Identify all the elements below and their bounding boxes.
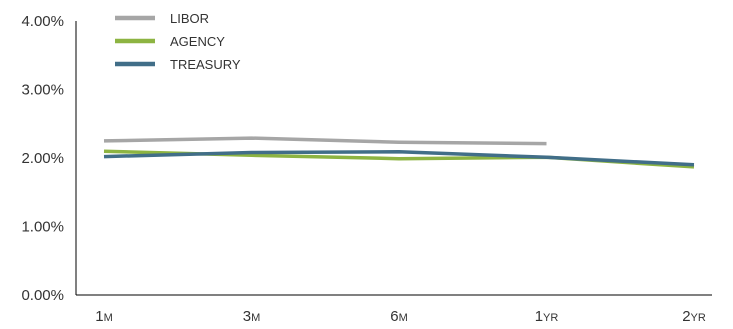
y-tick-label: 1.00% [21, 219, 64, 236]
y-tick-label: 3.00% [21, 82, 64, 99]
series-line-treasury [103, 150, 695, 167]
legend-label-agency: AGENCY [170, 34, 225, 49]
x-tick-label: 6M [390, 308, 408, 325]
legend-label-treasury: TREASURY [170, 57, 241, 72]
x-tick-label: 3M [243, 308, 261, 325]
series-line-libor [103, 136, 547, 146]
y-tick-label: 2.00% [21, 150, 64, 167]
y-tick-label: 4.00% [21, 13, 64, 30]
x-tick-label: 1YR [535, 308, 559, 325]
x-axis-ticks: 1M 3M 6M 1YR 2YR [95, 308, 706, 325]
legend: LIBOR AGENCY TREASURY [115, 11, 241, 72]
axes [75, 21, 712, 296]
x-tick-label: 1M [95, 308, 113, 325]
x-tick-label: 2YR [682, 308, 706, 325]
y-tick-label: 0.00% [21, 287, 64, 304]
series-lines [103, 136, 695, 169]
y-axis-ticks: 0.00% 1.00% 2.00% 3.00% 4.00% [21, 13, 64, 304]
legend-label-libor: LIBOR [170, 11, 209, 26]
